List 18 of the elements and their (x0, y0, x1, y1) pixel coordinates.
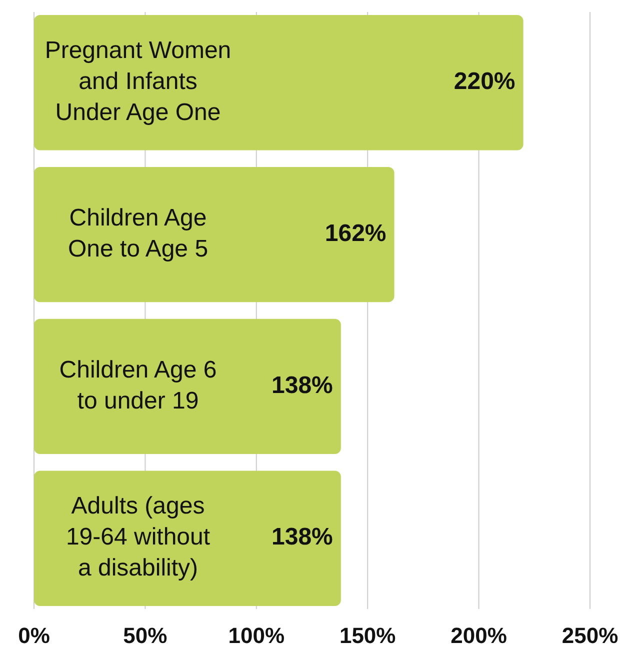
data-label: 220% (454, 68, 516, 95)
data-label: 138% (272, 372, 333, 399)
x-tick-label: 250% (562, 623, 618, 648)
y-tick-label: Adults (ages 19-64 without a disability) (66, 492, 210, 582)
y-tick-label: Children Age One to Age 5 (68, 204, 208, 262)
data-label: 138% (272, 524, 333, 551)
y-tick-label: Pregnant Women and Infants Under Age One (44, 36, 232, 126)
bar (34, 15, 524, 150)
y-tick-label: Children Age 6 to under 19 (59, 356, 217, 414)
bar (34, 318, 341, 454)
x-tick-label: 150% (339, 623, 396, 648)
x-tick-label: 200% (450, 623, 507, 648)
x-tick-label: 50% (123, 623, 168, 648)
bar (34, 470, 341, 606)
data-label: 162% (324, 220, 386, 247)
x-tick-label: 100% (228, 623, 285, 648)
bar (34, 166, 394, 302)
x-tick-label: 0% (18, 623, 50, 648)
